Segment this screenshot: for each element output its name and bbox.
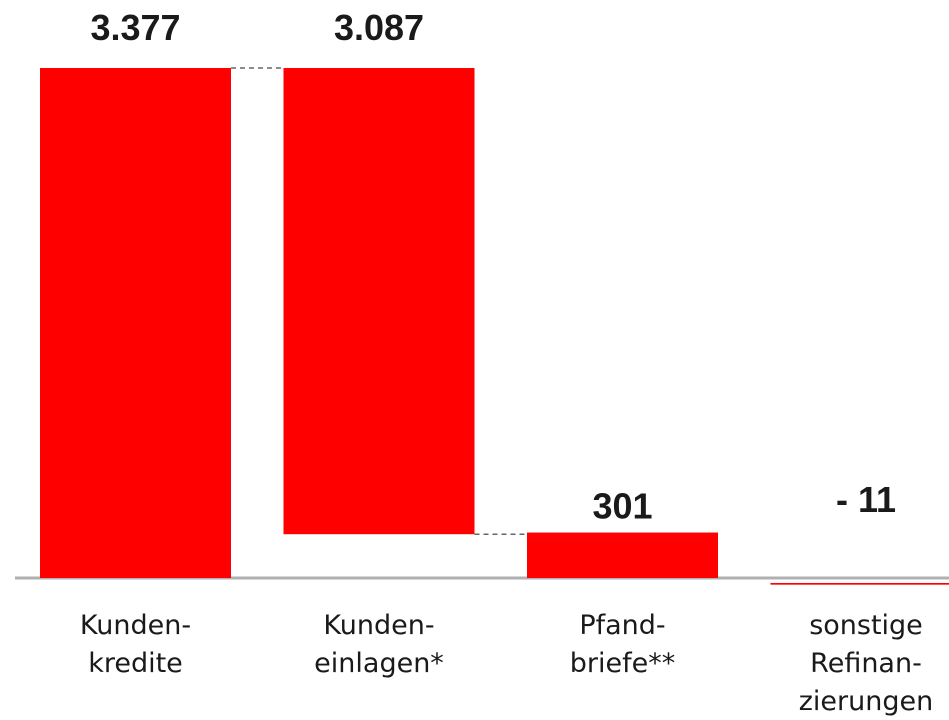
value-label: 3.087	[334, 7, 424, 48]
bar	[283, 68, 475, 535]
x-tick-label: einlagen*	[314, 648, 444, 679]
x-tick-label: Pfand-	[579, 610, 665, 641]
x-tick-label: kredite	[88, 648, 183, 679]
bar	[40, 68, 231, 578]
value-label: 301	[592, 486, 652, 527]
x-tick-label: Kunden-	[323, 610, 434, 641]
value-label: - 11	[836, 479, 896, 520]
value-label: 3.377	[90, 7, 180, 48]
x-tick-label: sonstige	[809, 610, 923, 641]
x-tick-label: zierungen	[799, 686, 933, 717]
x-tick-label: briefe**	[570, 648, 675, 679]
bar	[527, 532, 718, 578]
x-tick-label: Refinan-	[810, 648, 922, 679]
x-tick-label: Kunden-	[80, 610, 191, 641]
bar	[770, 583, 949, 585]
